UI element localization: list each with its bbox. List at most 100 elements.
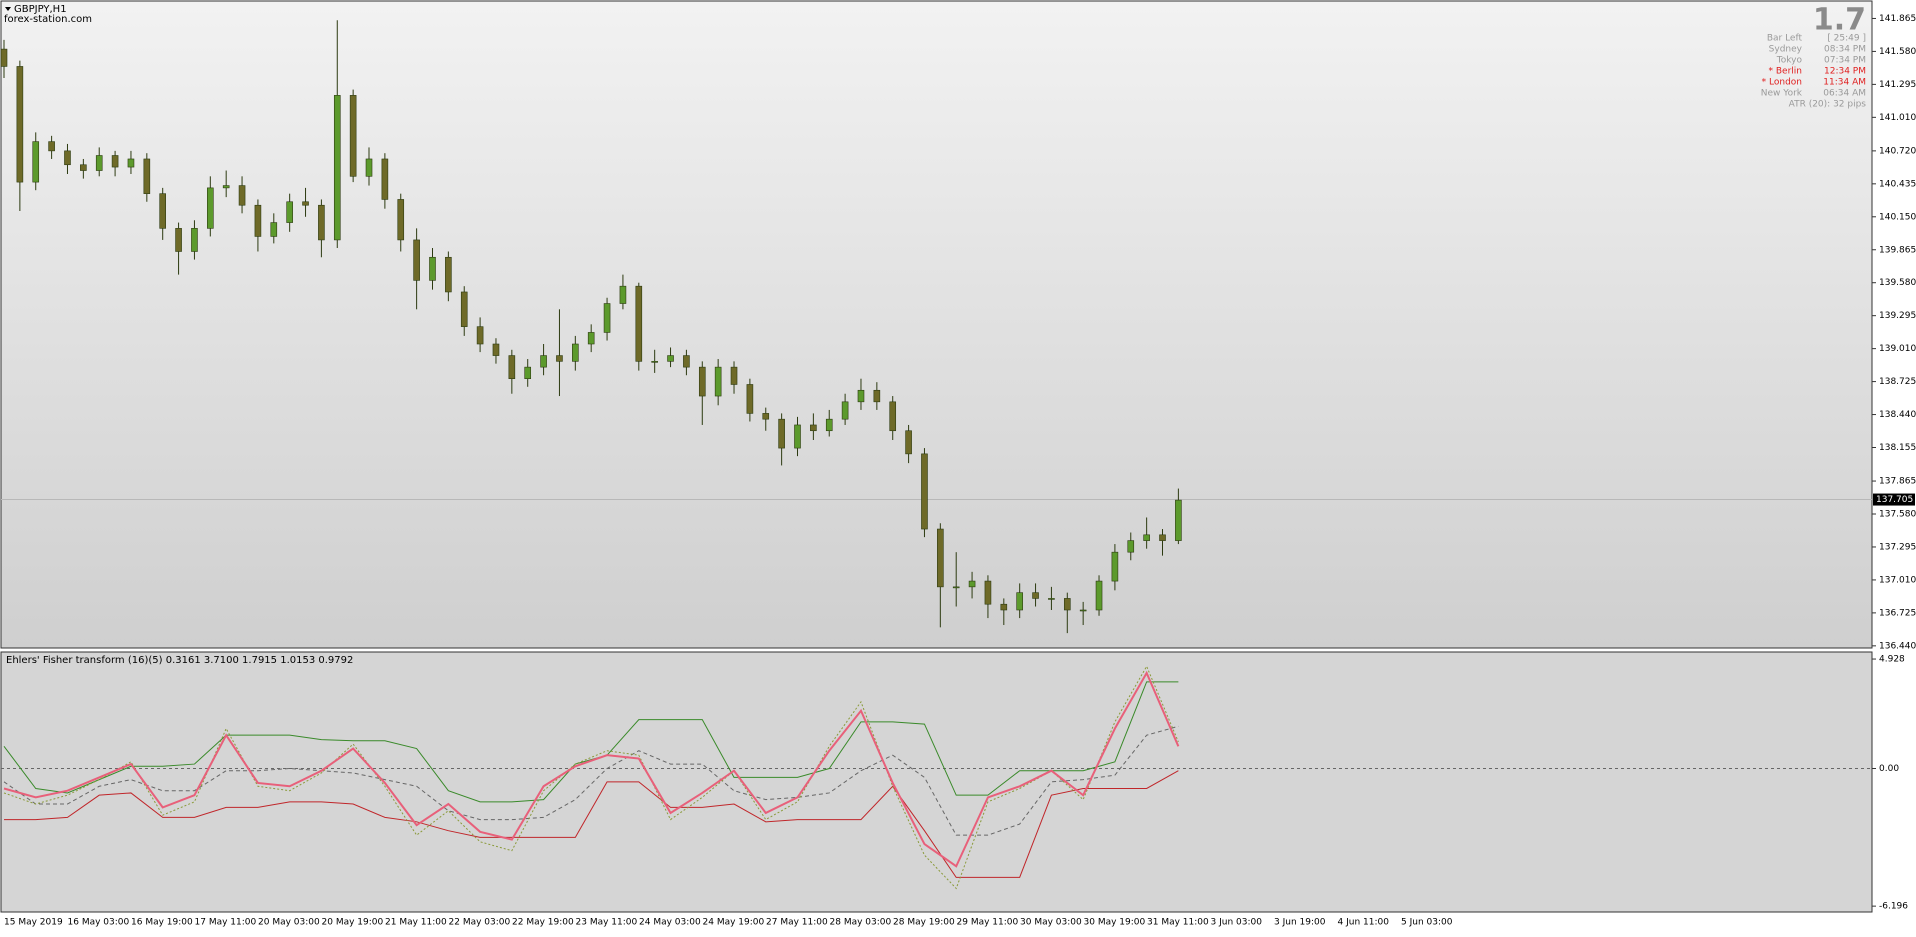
indicator-line <box>3 665 1179 890</box>
y-tick-label: 137.580 <box>1879 510 1916 520</box>
x-tick-label: 20 May 19:00 <box>322 918 384 928</box>
candle-body <box>762 413 770 420</box>
candle-body <box>1111 551 1119 582</box>
y-tick-label: 139.580 <box>1879 278 1916 288</box>
candle-body <box>1095 580 1103 611</box>
candle-body <box>32 141 40 183</box>
candle-body <box>572 343 579 362</box>
candle-body <box>16 66 24 183</box>
y-tick-label: 139.010 <box>1879 344 1916 354</box>
x-tick-label: 16 May 19:00 <box>131 918 193 928</box>
y-tick-label: 139.865 <box>1879 245 1916 255</box>
candle-body <box>556 355 563 362</box>
y-tick-label: 136.725 <box>1879 608 1916 618</box>
candle-body <box>1016 592 1023 611</box>
x-tick-label: 28 May 19:00 <box>893 918 955 928</box>
candle-body <box>873 389 881 403</box>
candle-body <box>1048 598 1055 600</box>
candle-body <box>95 155 103 171</box>
candle-body <box>1079 609 1087 612</box>
candle-body <box>1175 499 1182 541</box>
candle-body <box>905 430 912 455</box>
menu-arrow[interactable] <box>5 7 11 11</box>
y-tick-label: 141.295 <box>1879 80 1916 90</box>
x-tick-label: 30 May 19:00 <box>1084 918 1146 928</box>
candle-body <box>667 355 674 362</box>
candle-body <box>810 424 817 432</box>
x-tick-label: 29 May 11:00 <box>957 918 1019 928</box>
candle-body <box>825 418 833 432</box>
clock-label: * London <box>1762 78 1802 88</box>
candle-body <box>191 228 198 252</box>
candle-body <box>1143 534 1150 541</box>
site-label: forex-station.com <box>4 14 92 25</box>
candle-body <box>794 424 801 449</box>
candle-body <box>159 193 166 229</box>
x-tick-label: 17 May 11:00 <box>195 918 257 928</box>
y-tick-label: 138.725 <box>1879 377 1916 387</box>
x-tick-label: 30 May 03:00 <box>1020 918 1082 928</box>
clock-label: Sydney <box>1769 45 1803 55</box>
candle-body <box>698 366 706 397</box>
y-tick-label: 140.150 <box>1879 212 1916 222</box>
candle-body <box>318 204 325 241</box>
candle-body <box>1063 598 1071 611</box>
last-price-box <box>1873 493 1915 506</box>
candle-body <box>714 366 722 397</box>
candle-body <box>476 326 484 345</box>
candle-body <box>778 418 785 449</box>
candle-body <box>968 580 976 588</box>
candle-body <box>524 366 532 379</box>
y-tick-label: 0.00 <box>1879 764 1899 774</box>
candle-body <box>730 366 738 385</box>
indicator-line <box>3 681 1179 803</box>
x-tick-label: 23 May 11:00 <box>576 918 638 928</box>
clock-label: New York <box>1761 89 1803 99</box>
candle-body <box>984 580 992 605</box>
indicator-title: Ehlers' Fisher transform (16)(5) 0.3161 … <box>6 655 353 666</box>
candle-body <box>175 228 182 252</box>
x-tick-label: 3 Jun 03:00 <box>1211 918 1263 928</box>
y-tick-label: 141.865 <box>1879 14 1916 24</box>
candle-body <box>270 222 278 237</box>
indicator-line <box>3 670 1180 868</box>
clock-value: 08:34 PM <box>1824 45 1866 55</box>
candle-body <box>397 199 405 241</box>
candle-body <box>889 401 897 432</box>
candle-body <box>683 355 690 368</box>
clock-label: Bar Left <box>1767 34 1803 44</box>
clock-value: 07:34 PM <box>1824 56 1866 66</box>
candle-body <box>48 141 55 152</box>
last-price-label: 137.705 <box>1876 495 1913 505</box>
candle-body <box>635 285 643 362</box>
symbol-title: GBPJPY,H1 <box>14 4 67 15</box>
y-tick-label: 140.435 <box>1879 179 1916 189</box>
candle-body <box>1127 540 1135 553</box>
y-tick-label: 4.928 <box>1879 655 1905 665</box>
candle-body <box>603 303 611 333</box>
x-tick-label: 24 May 03:00 <box>639 918 701 928</box>
candle-body <box>651 361 658 363</box>
candle-body <box>857 389 865 403</box>
candle-body <box>587 332 595 345</box>
candle-body <box>1159 534 1166 541</box>
candle-body <box>365 158 373 177</box>
y-tick-label: 138.155 <box>1879 443 1916 453</box>
candle-body <box>222 185 230 189</box>
candle-body <box>937 528 944 588</box>
candle-body <box>143 158 151 194</box>
candle-body <box>540 355 547 368</box>
x-tick-label: 24 May 19:00 <box>703 918 765 928</box>
x-tick-label: 20 May 03:00 <box>258 918 320 928</box>
x-tick-label: 16 May 03:00 <box>68 918 130 928</box>
candle-body <box>921 453 928 530</box>
indicator-line <box>4 770 1179 878</box>
clock-label: * Berlin <box>1769 67 1802 77</box>
y-tick-label: 138.440 <box>1879 410 1916 420</box>
y-tick-label: -6.196 <box>1879 902 1908 912</box>
x-tick-label: 31 May 11:00 <box>1147 918 1209 928</box>
candle-body <box>1000 603 1008 611</box>
x-tick-label: 15 May 2019 <box>4 918 63 928</box>
candle-body <box>460 291 468 327</box>
y-tick-label: 136.440 <box>1879 641 1916 651</box>
